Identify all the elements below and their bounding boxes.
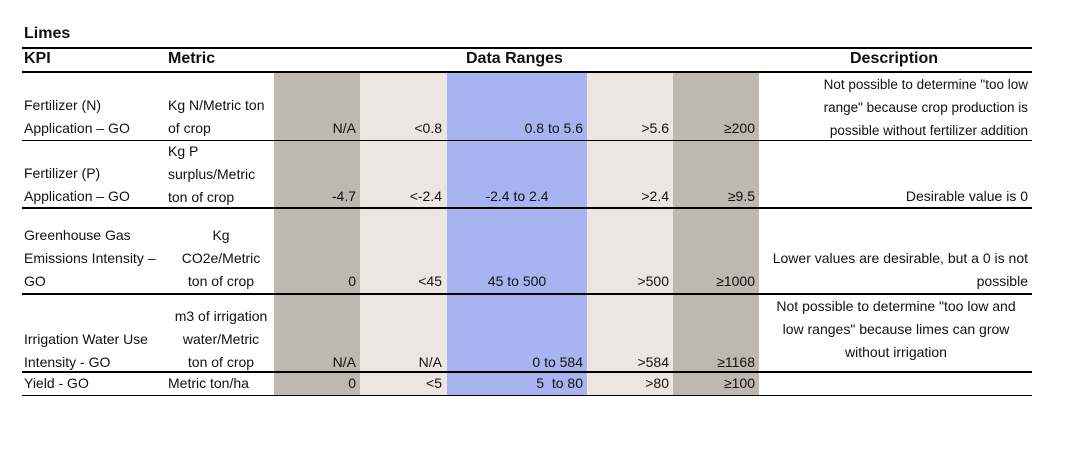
range-low: <0.8 [414,120,442,136]
description-cell: Desirable value is 0 [905,188,1028,204]
range-low: <5 [426,375,442,391]
header-metric: Metric [168,50,216,67]
rule-bottom [22,395,1032,396]
range-high: >2.4 [641,188,669,204]
rule-row-2 [22,207,1032,209]
range-too-low: -4.7 [331,188,356,204]
rule-top [22,47,1032,49]
range-desirable: 45 to 500 [487,273,547,289]
rule-row-4 [22,371,1032,373]
range-too-low: 0 [348,375,356,391]
rule-header-bottom [22,71,1032,73]
range-low: <-2.4 [409,188,442,204]
metric-cell: Kg N/Metric ton of crop [168,97,265,136]
header-data-ranges: Data Ranges [466,50,563,67]
range-too-high: ≥100 [723,375,755,391]
range-column-high [587,73,673,396]
range-column-too-low [274,73,360,396]
header-description: Description [850,50,939,67]
range-desirable: 0.8 to 5.6 [524,120,583,136]
range-too-high: ≥1168 [717,354,755,370]
rule-row-3 [22,293,1032,295]
kpi-cell: Fertilizer (P) Application – GO [24,165,130,204]
rule-row-1 [22,140,1032,141]
metric-cell: Kg CO2e/Metric ton of crop [181,227,261,289]
description-cell: Lower values are desirable, but a 0 is n… [772,250,1028,289]
range-too-high: ≥9.5 [727,188,755,204]
range-desirable: 0 to 584 [532,354,583,370]
range-high: >80 [645,375,669,391]
range-low: <45 [418,273,442,289]
range-column-desirable [447,73,587,396]
kpi-cell: Greenhouse Gas Emissions Intensity – GO [24,227,156,289]
metric-cell: m3 of irrigation water/Metric ton of crop [174,308,268,370]
range-too-low: N/A [332,120,356,136]
table-title: Limes [24,25,71,42]
range-too-high: ≥200 [723,120,755,136]
description-cell: Not possible to determine "too low range"… [823,77,1028,138]
range-too-low: N/A [332,354,356,370]
kpi-cell: Yield - GO [24,375,89,391]
range-too-high: ≥1000 [716,273,755,289]
range-too-low: 0 [348,273,356,289]
kpi-cell: Fertilizer (N) Application – GO [24,97,130,136]
kpi-cell: Irrigation Water Use Intensity - GO [24,331,148,370]
range-desirable: -2.4 to 2.4 [485,188,549,204]
range-desirable: 5 to 80 [536,375,583,391]
description-cell: Not possible to determine "too low and lo… [776,298,1016,360]
range-high: >584 [637,354,669,370]
range-column-low [360,73,447,396]
range-low: N/A [418,354,442,370]
metric-cell: Metric ton/ha [168,375,249,391]
range-high: >5.6 [641,120,669,136]
range-high: >500 [637,273,669,289]
range-column-too-high [673,73,759,396]
header-kpi: KPI [24,50,51,67]
